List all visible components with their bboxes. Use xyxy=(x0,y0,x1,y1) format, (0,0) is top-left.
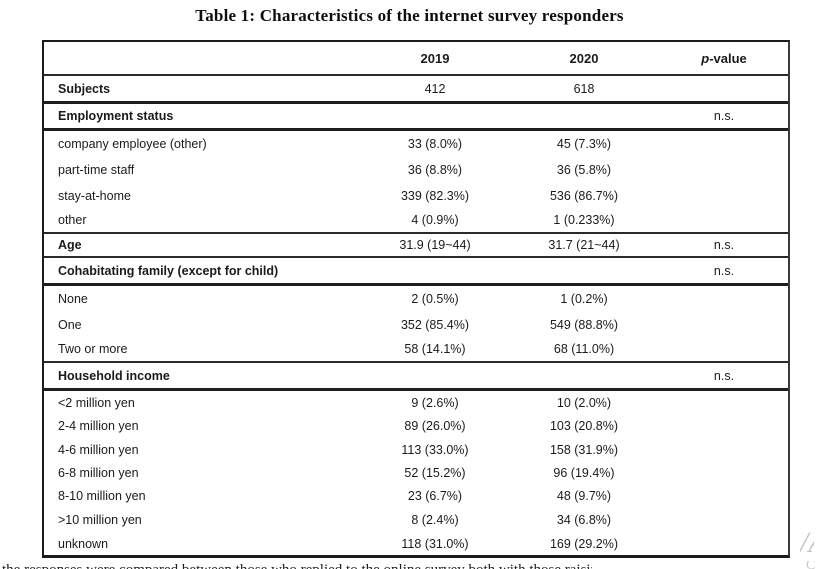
row-label: 2-4 million yen xyxy=(58,419,139,433)
table-row: other 4 (0.9%) 1 (0.233%) xyxy=(44,208,788,234)
p-value-cell: n.s. xyxy=(713,109,735,123)
section-row-cohabitating-family: Cohabitating family (except for child) n… xyxy=(44,258,788,286)
value-2020: 45 (7.3%) xyxy=(556,137,612,151)
table-row: >10 million yen 8 (2.4%) 34 (6.8%) xyxy=(44,508,788,532)
p-value-cell: n.s. xyxy=(713,238,735,252)
col-header-2019: 2019 xyxy=(420,50,450,66)
row-label: part-time staff xyxy=(58,163,135,177)
p-italic: p xyxy=(701,50,710,66)
col-header-2020: 2020 xyxy=(569,50,599,66)
p-value-cell: n.s. xyxy=(713,368,735,383)
row-label: Subjects xyxy=(58,81,111,96)
row-label: <2 million yen xyxy=(58,395,135,410)
value-2020: 36 (5.8%) xyxy=(556,163,612,177)
value-2019: 8 (2.4%) xyxy=(411,513,459,527)
value-2019: 31.9 (19~44) xyxy=(399,238,471,252)
row-label: Household income xyxy=(58,368,170,383)
table-row: One 352 (85.4%) 549 (88.8%) xyxy=(44,312,788,337)
row-label: 8-10 million yen xyxy=(58,489,146,503)
value-2019: 23 (6.7%) xyxy=(407,489,463,503)
row-label: 6-8 million yen xyxy=(58,465,139,480)
scan-artifact: /A xyxy=(800,526,814,559)
value-2019: 339 (82.3%) xyxy=(400,188,470,203)
table-row: company employee (other) 33 (8.0%) 45 (7… xyxy=(44,131,788,157)
clipped-caption-text: the responses were compared between thos… xyxy=(2,562,592,569)
table-row: 6-8 million yen 52 (15.2%) 96 (19.4%) xyxy=(44,461,788,484)
row-label: Age xyxy=(58,238,82,252)
value-2020: 10 (2.0%) xyxy=(556,395,612,410)
value-2019: 58 (14.1%) xyxy=(404,342,466,356)
value-2020: 103 (20.8%) xyxy=(549,419,619,433)
value-2020: 618 xyxy=(573,81,595,96)
value-2020: 34 (6.8%) xyxy=(556,513,612,527)
row-label: other xyxy=(58,213,87,227)
row-label: >10 million yen xyxy=(58,513,142,527)
table-row: 4-6 million yen 113 (33.0%) 158 (31.9%) xyxy=(44,438,788,461)
table-row-subjects: Subjects 412 618 xyxy=(44,76,788,104)
table-row: <2 million yen 9 (2.6%) 10 (2.0%) xyxy=(44,391,788,414)
value-2019: 89 (26.0%) xyxy=(404,419,466,433)
row-label: One xyxy=(58,317,82,332)
value-2020: 169 (29.2%) xyxy=(549,536,619,551)
value-2019: 118 (31.0%) xyxy=(401,536,469,551)
header-row: 2019 2020 p-value xyxy=(44,42,788,76)
row-label: Two or more xyxy=(58,342,128,356)
col-header-p-value: p-value xyxy=(660,51,788,66)
table-row: stay-at-home 339 (82.3%) 536 (86.7%) xyxy=(44,183,788,208)
table-row: Two or more 58 (14.1%) 68 (11.0%) xyxy=(44,337,788,363)
table-row-age: Age 31.9 (19~44) 31.7 (21~44) n.s. xyxy=(44,234,788,258)
value-2020: 158 (31.9%) xyxy=(549,442,619,457)
row-label: unknown xyxy=(58,536,109,551)
table-row: 8-10 million yen 23 (6.7%) 48 (9.7%) xyxy=(44,484,788,508)
p-value-cell: n.s. xyxy=(713,263,735,278)
value-2020: 1 (0.233%) xyxy=(553,213,615,227)
value-2020: 1 (0.2%) xyxy=(560,292,608,306)
row-label: stay-at-home xyxy=(58,188,131,203)
p-value-rest: -value xyxy=(709,50,747,66)
row-label: Employment status xyxy=(58,109,174,123)
table-row: None 2 (0.5%) 1 (0.2%) xyxy=(44,286,788,312)
value-2020: 536 (86.7%) xyxy=(549,188,619,203)
row-label: Cohabitating family (except for child) xyxy=(58,263,279,278)
value-2019: 52 (15.2%) xyxy=(404,465,466,480)
table-row: part-time staff 36 (8.8%) 36 (5.8%) xyxy=(44,157,788,183)
table-row: unknown 118 (31.0%) 169 (29.2%) xyxy=(44,532,788,555)
value-2019: 9 (2.6%) xyxy=(411,395,459,410)
value-2019: 113 (33.0%) xyxy=(401,442,469,457)
value-2020: 68 (11.0%) xyxy=(553,342,615,356)
value-2020: 549 (88.8%) xyxy=(549,317,619,332)
value-2019: 33 (8.0%) xyxy=(407,137,463,151)
scan-artifact: C xyxy=(806,561,816,569)
table-row: 2-4 million yen 89 (26.0%) 103 (20.8%) xyxy=(44,414,788,438)
value-2020: 31.7 (21~44) xyxy=(548,238,620,252)
section-row-employment-status: Employment status n.s. xyxy=(44,104,788,131)
value-2019: 4 (0.9%) xyxy=(411,213,459,227)
row-label: company employee (other) xyxy=(58,137,207,151)
section-row-household-income: Household income n.s. xyxy=(44,363,788,391)
table-title: Table 1: Characteristics of the internet… xyxy=(195,6,624,25)
value-2019: 412 xyxy=(424,81,446,96)
value-2020: 48 (9.7%) xyxy=(556,489,612,503)
value-2019: 2 (0.5%) xyxy=(411,292,459,306)
data-table: 2019 2020 p-value Subjects 412 618 Emplo… xyxy=(42,40,790,558)
row-label: None xyxy=(58,292,88,306)
row-label: 4-6 million yen xyxy=(58,442,139,457)
value-2019: 36 (8.8%) xyxy=(407,163,463,177)
value-2020: 96 (19.4%) xyxy=(553,465,615,480)
value-2019: 352 (85.4%) xyxy=(400,317,470,332)
